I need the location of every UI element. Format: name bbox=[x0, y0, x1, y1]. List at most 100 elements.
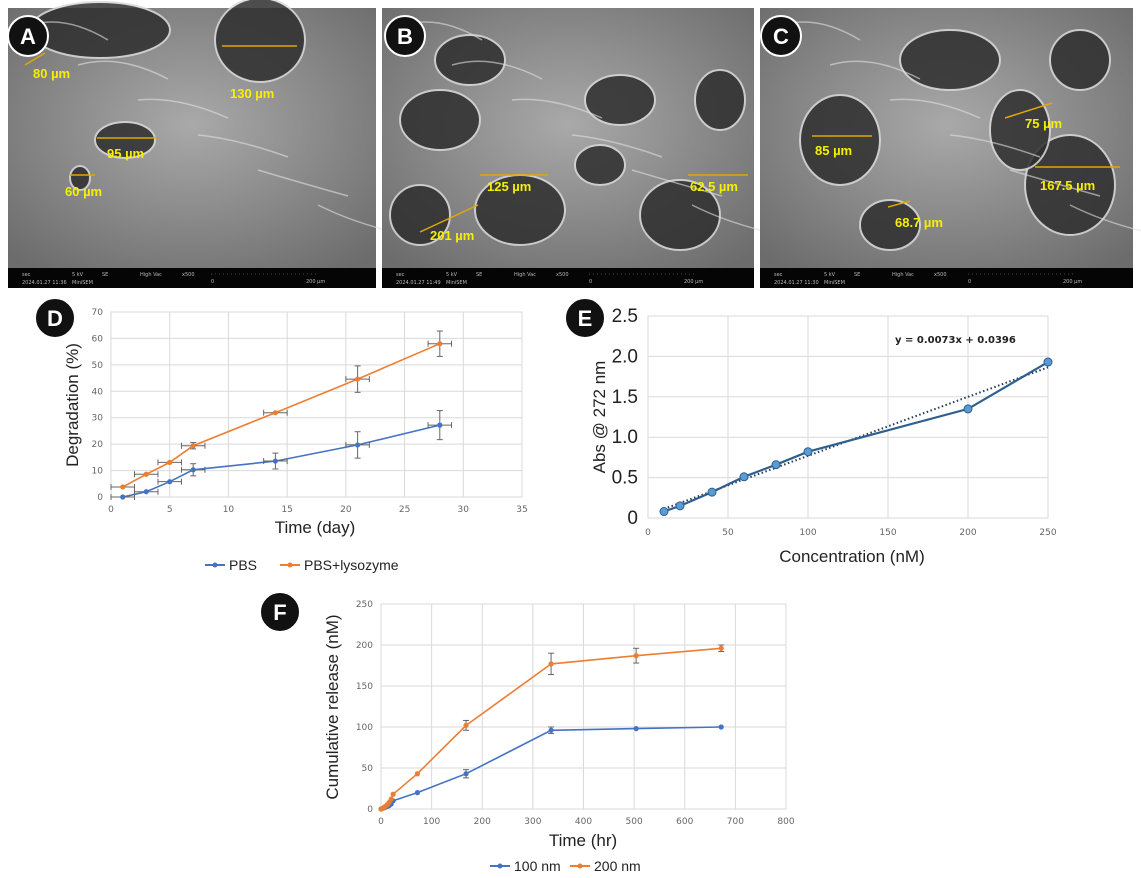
data-point bbox=[659, 507, 669, 517]
data-point bbox=[437, 341, 443, 347]
sem-name: MiniSEM bbox=[824, 280, 845, 286]
y-tick-label: 10 bbox=[92, 467, 104, 477]
legend-marker bbox=[497, 863, 503, 869]
data-point bbox=[190, 467, 196, 473]
strut bbox=[949, 134, 1041, 158]
plot-area bbox=[380, 603, 787, 810]
pore bbox=[29, 1, 171, 59]
panel-letter-A: A bbox=[20, 24, 36, 49]
chart-D: 0 5 10 15 20 25 30 35 0 10 20 30 40 50 60 70 Time (day) D… bbox=[63, 308, 528, 573]
strut bbox=[451, 60, 543, 80]
scale-end: 200 µm bbox=[1063, 279, 1082, 285]
data-point bbox=[463, 771, 469, 777]
sem-name: MiniSEM bbox=[72, 280, 93, 286]
chart-E: 0 50 100 150 200 250 0 0.5 1.0 1.5 2.0 2.5 Concentra… bbox=[590, 306, 1057, 566]
panel-badge bbox=[760, 15, 802, 57]
pore bbox=[1049, 29, 1111, 91]
sem-det: SE bbox=[854, 272, 860, 278]
data-point bbox=[167, 479, 173, 485]
y-tick-label: 1.5 bbox=[612, 387, 638, 408]
pore bbox=[799, 94, 881, 186]
x-tick-label: 35 bbox=[516, 505, 527, 515]
y-tick-label: 30 bbox=[92, 414, 104, 424]
sem-kv: 5 kV bbox=[72, 272, 84, 278]
series-line bbox=[663, 361, 1049, 513]
x-tick-label: 5 bbox=[167, 505, 173, 515]
measure-line bbox=[1004, 102, 1053, 119]
data-point bbox=[120, 494, 126, 500]
y-tick-label: 250 bbox=[356, 600, 373, 610]
strut bbox=[257, 169, 349, 197]
scale-start: 0 bbox=[968, 279, 971, 285]
measure-label: 62.5 µm bbox=[690, 179, 738, 194]
sem-vac: High Vac bbox=[140, 272, 162, 278]
x-tick-label: 250 bbox=[1039, 528, 1056, 538]
measure-line bbox=[887, 200, 911, 208]
strut bbox=[631, 169, 723, 197]
data-point bbox=[167, 459, 173, 465]
data-point bbox=[675, 501, 685, 511]
pore bbox=[389, 184, 451, 246]
scale-end: 200 µm bbox=[306, 279, 325, 285]
data-point bbox=[739, 472, 749, 482]
x-tick-label: 0 bbox=[108, 505, 114, 515]
x-tick-label: 0 bbox=[645, 528, 651, 538]
strut bbox=[571, 134, 663, 158]
x-tick-label: 20 bbox=[340, 505, 352, 515]
x-tick-label: 25 bbox=[399, 505, 410, 515]
sem-info-bar bbox=[760, 268, 1133, 288]
panel-letter-D: D bbox=[47, 306, 63, 331]
data-point bbox=[414, 771, 421, 777]
y-axis-label: Cumulative release (nM) bbox=[323, 614, 342, 799]
pore bbox=[639, 179, 721, 251]
y-tick-label: 0.5 bbox=[612, 468, 638, 489]
data-point bbox=[771, 460, 781, 470]
sem-det: SE bbox=[102, 272, 108, 278]
panel-letter-C: C bbox=[773, 24, 789, 49]
panel-badge bbox=[34, 297, 76, 339]
scale-end: 200 µm bbox=[684, 279, 703, 285]
sem-mode: sec bbox=[22, 272, 31, 278]
x-tick-label: 200 bbox=[959, 528, 976, 538]
sem-date: 2024.01.27 11:36 bbox=[22, 280, 67, 286]
pore bbox=[584, 74, 656, 126]
sem-det: SE bbox=[476, 272, 482, 278]
x-tick-label: 100 bbox=[799, 528, 816, 538]
strut bbox=[889, 98, 981, 119]
pore bbox=[399, 89, 481, 151]
legend-label: PBS+lysozyme bbox=[304, 557, 399, 573]
data-point bbox=[548, 727, 554, 733]
measure-label: 130 µm bbox=[230, 86, 274, 101]
y-tick-label: 200 bbox=[356, 641, 373, 651]
pore bbox=[989, 89, 1051, 171]
panel-badge bbox=[259, 591, 301, 633]
x-tick-label: 800 bbox=[777, 817, 794, 827]
data-point bbox=[272, 410, 278, 416]
measure-label: 167.5 µm bbox=[1040, 178, 1095, 193]
data-point bbox=[718, 645, 724, 651]
y-tick-label: 70 bbox=[92, 308, 104, 318]
x-tick-label: 600 bbox=[676, 817, 693, 827]
x-tick-label: 10 bbox=[223, 505, 235, 515]
sem-date: 2024.01.27 11:49 bbox=[396, 280, 441, 286]
y-tick-label: 50 bbox=[92, 361, 104, 371]
x-tick-label: 15 bbox=[281, 505, 292, 515]
data-point bbox=[272, 458, 278, 464]
data-point bbox=[390, 791, 396, 797]
data-point bbox=[355, 442, 361, 448]
y-tick-label: 2.5 bbox=[612, 306, 638, 327]
x-axis-label: Time (hr) bbox=[549, 831, 617, 850]
data-point bbox=[437, 422, 443, 428]
strut bbox=[1069, 204, 1141, 232]
data-point bbox=[190, 443, 196, 449]
y-tick-label: 1.0 bbox=[612, 427, 638, 448]
sem-vac: High Vac bbox=[514, 272, 536, 278]
x-tick-label: 0 bbox=[378, 817, 384, 827]
sem-mode: sec bbox=[774, 272, 783, 278]
data-point bbox=[414, 790, 421, 796]
data-point bbox=[120, 484, 126, 490]
sem-image-B: 125 µm 62.5 µm 201 µm sec 5 kV SE High Vac x500… bbox=[382, 8, 783, 288]
sem-mag: x500 bbox=[934, 272, 947, 278]
data-point bbox=[548, 661, 554, 667]
